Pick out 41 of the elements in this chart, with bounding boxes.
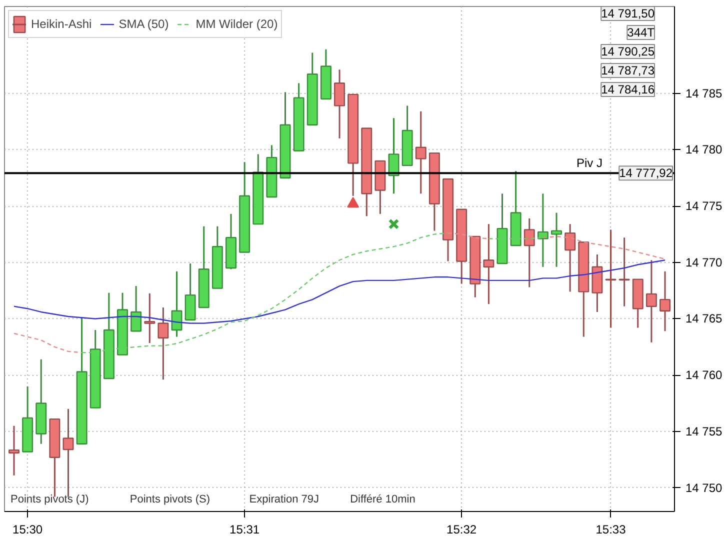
annotation: 14 790,25 bbox=[601, 44, 655, 58]
candlestick bbox=[334, 68, 345, 140]
candlestick bbox=[618, 236, 630, 308]
candlestick bbox=[483, 223, 494, 305]
candlestick bbox=[144, 292, 156, 344]
annotation: Points pivots (S) bbox=[130, 494, 210, 506]
y-tick-label: 14 780 bbox=[686, 142, 723, 157]
annotation: 344T bbox=[627, 26, 656, 40]
y-tick-label: 14 775 bbox=[686, 199, 723, 214]
ref-line-label: Piv J bbox=[576, 156, 603, 170]
y-tick-label: 14 755 bbox=[686, 424, 723, 438]
annotation: 14 791,50 bbox=[601, 6, 655, 20]
legend-label: SMA (50) bbox=[118, 17, 169, 31]
candlestick bbox=[660, 270, 670, 332]
y-tick-label: 14 785 bbox=[686, 86, 723, 100]
x-tick-label: 15:32 bbox=[446, 522, 477, 536]
legend-label: MM Wilder (20) bbox=[196, 17, 278, 31]
y-tick-label: 14 765 bbox=[686, 312, 723, 326]
candlestick bbox=[158, 306, 169, 380]
annotation: 14 787,73 bbox=[601, 64, 655, 78]
y-tick-label: 14 770 bbox=[686, 255, 723, 270]
x-tick-label: 15:30 bbox=[12, 522, 43, 536]
annotation: 14 784,16 bbox=[601, 82, 655, 96]
legend-label: Heikin-Ashi bbox=[31, 17, 92, 31]
candlestick bbox=[130, 285, 142, 332]
candlestick bbox=[646, 259, 657, 344]
candlestick bbox=[551, 212, 562, 268]
annotation: Expiration 79J bbox=[249, 494, 320, 506]
candlestick bbox=[524, 218, 535, 288]
x-tick-label: 15:31 bbox=[230, 522, 260, 536]
candlestick bbox=[8, 425, 20, 476]
candlestick bbox=[537, 192, 548, 268]
annotation: Points pivots (J) bbox=[10, 494, 89, 506]
candlestick bbox=[415, 110, 426, 194]
candlestick bbox=[605, 228, 616, 329]
candlestick bbox=[564, 223, 576, 292]
annotation: 14 777,92 bbox=[619, 166, 673, 180]
y-tick-label: 14 760 bbox=[686, 368, 723, 382]
x-tick-label: 15:33 bbox=[596, 522, 626, 536]
annotation: Différé 10min bbox=[350, 494, 416, 506]
y-tick-label: 14 750 bbox=[686, 480, 723, 495]
